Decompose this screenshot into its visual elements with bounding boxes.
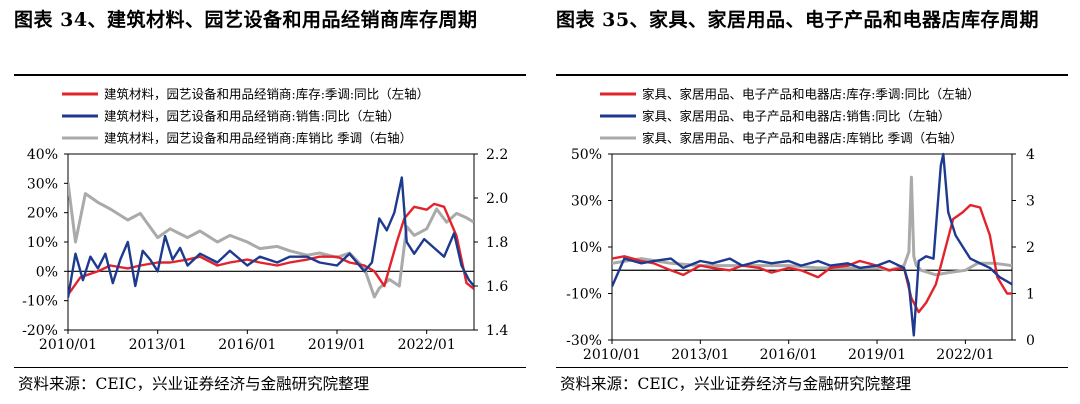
y-left-tick-label: 50% bbox=[571, 147, 602, 163]
y-left-tick-label: -20% bbox=[22, 323, 58, 339]
x-tick-label: 2016/01 bbox=[760, 347, 818, 363]
legend-label: 建筑材料，园艺设备和用品经销商:销售:同比（左轴） bbox=[104, 109, 400, 124]
y-right-tick-label: 1 bbox=[1026, 287, 1035, 303]
legend-label: 家具、家居用品、电子产品和电器店:库存:季调:同比（左轴） bbox=[642, 87, 980, 102]
y-left-tick-label: -10% bbox=[566, 287, 602, 303]
x-tick-label: 2019/01 bbox=[848, 347, 906, 363]
x-tick-label: 2013/01 bbox=[671, 347, 729, 363]
series-line bbox=[68, 202, 474, 296]
x-tick-label: 2022/01 bbox=[936, 347, 994, 363]
y-right-tick-label: 4 bbox=[1026, 147, 1035, 163]
y-right-tick-label: 3 bbox=[1026, 194, 1035, 210]
y-right-tick-label: 1.8 bbox=[486, 235, 508, 251]
y-left-tick-label: 10% bbox=[571, 240, 602, 256]
source-rule bbox=[556, 367, 1068, 368]
y-right-tick-label: 1.6 bbox=[486, 279, 508, 295]
y-left-tick-label: -30% bbox=[566, 333, 602, 349]
title-rule bbox=[14, 74, 526, 76]
source-rule bbox=[14, 367, 526, 368]
chart-panel-35: 图表 35、家具、家居用品、电子产品和电器店库存周期 家具、家居用品、电子产品和… bbox=[556, 0, 1076, 404]
legend-label: 建筑材料，园艺设备和用品经销商:库销比 季调（右轴） bbox=[104, 131, 412, 146]
y-right-tick-label: 2 bbox=[1026, 240, 1035, 256]
y-left-tick-label: 10% bbox=[27, 235, 58, 251]
x-tick-label: 2010/01 bbox=[583, 347, 641, 363]
y-right-tick-label: 0 bbox=[1026, 333, 1035, 349]
y-left-tick-label: 40% bbox=[27, 147, 58, 163]
series-line bbox=[612, 152, 1012, 337]
y-left-tick-label: -10% bbox=[22, 294, 58, 310]
y-right-tick-label: 2.0 bbox=[486, 191, 508, 207]
chart-title: 图表 34、建筑材料、园艺设备和用品经销商库存周期 bbox=[14, 9, 478, 31]
source-note: 资料来源：CEIC，兴业证券经济与金融研究院整理 bbox=[560, 375, 912, 393]
title-rule bbox=[556, 74, 1068, 76]
series-line bbox=[68, 182, 474, 299]
plot-frame bbox=[611, 153, 1013, 341]
x-tick-label: 2016/01 bbox=[218, 337, 276, 353]
x-tick-label: 2019/01 bbox=[308, 337, 366, 353]
line-chart-35: 家具、家居用品、电子产品和电器店:库存:季调:同比（左轴） 家具、家居用品、电子产… bbox=[566, 87, 1035, 364]
series-line bbox=[68, 176, 474, 298]
y-right-tick-label: 2.2 bbox=[486, 147, 508, 163]
x-tick-label: 2022/01 bbox=[398, 337, 456, 353]
line-chart-34: 建筑材料，园艺设备和用品经销商:库存:季调:同比（左轴） 建筑材料，园艺设备和用品… bbox=[22, 87, 508, 354]
chart-title: 图表 35、家具、家居用品、电子产品和电器店库存周期 bbox=[556, 9, 1040, 31]
series-line bbox=[612, 203, 1012, 314]
x-tick-label: 2010/01 bbox=[39, 337, 97, 353]
y-left-tick-label: 20% bbox=[27, 206, 58, 222]
y-left-tick-label: 30% bbox=[571, 194, 602, 210]
chart-panel-34: 图表 34、建筑材料、园艺设备和用品经销商库存周期 建筑材料，园艺设备和用品经销… bbox=[14, 0, 534, 404]
legend-label: 家具、家居用品、电子产品和电器店:销售:同比（左轴） bbox=[642, 109, 950, 124]
y-left-tick-label: 0% bbox=[36, 264, 58, 280]
legend-label: 家具、家居用品、电子产品和电器店:库销比 季调（右轴） bbox=[642, 131, 963, 146]
series-line bbox=[612, 175, 1012, 277]
x-tick-label: 2013/01 bbox=[129, 337, 187, 353]
source-note: 资料来源：CEIC，兴业证券经济与金融研究院整理 bbox=[18, 375, 370, 393]
legend-label: 建筑材料，园艺设备和用品经销商:库存:季调:同比（左轴） bbox=[104, 87, 429, 102]
y-left-tick-label: 30% bbox=[27, 176, 58, 192]
y-right-tick-label: 1.4 bbox=[486, 323, 508, 339]
